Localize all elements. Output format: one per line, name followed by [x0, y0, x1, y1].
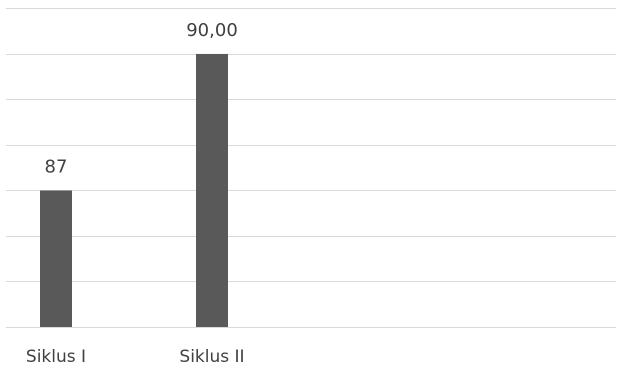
bars	[40, 53, 228, 328]
gridlines	[6, 8, 616, 328]
data-labels: 87 90,00	[45, 20, 238, 178]
x-tick-label: Siklus I	[26, 347, 86, 367]
x-tick-labels: Siklus I Siklus II	[26, 347, 245, 367]
data-label: 87	[45, 156, 68, 177]
data-label: 90,00	[186, 20, 238, 41]
bar-siklus-i	[40, 190, 72, 327]
bar-siklus-ii	[196, 53, 228, 328]
x-tick-label: Siklus II	[179, 347, 244, 367]
